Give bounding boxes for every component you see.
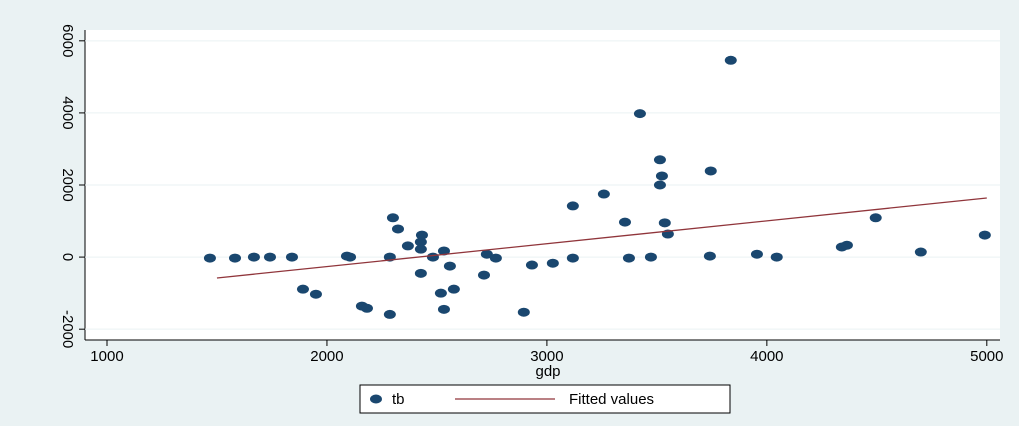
point bbox=[296, 284, 309, 294]
point bbox=[633, 109, 646, 119]
point bbox=[622, 253, 635, 263]
point bbox=[285, 252, 298, 262]
point bbox=[703, 251, 716, 261]
point bbox=[263, 252, 276, 262]
point bbox=[426, 252, 439, 262]
y-tick-label: 0 bbox=[59, 253, 76, 261]
legend-label: tb bbox=[392, 391, 405, 408]
point bbox=[437, 246, 450, 256]
point bbox=[203, 253, 216, 263]
point bbox=[414, 237, 427, 247]
x-tick-label: 4000 bbox=[750, 348, 783, 365]
point bbox=[414, 244, 427, 254]
legend-marker bbox=[370, 394, 382, 404]
point bbox=[770, 252, 783, 262]
point bbox=[480, 249, 493, 259]
point bbox=[434, 288, 447, 298]
point bbox=[655, 171, 668, 181]
point bbox=[653, 180, 666, 190]
point bbox=[360, 303, 373, 313]
point bbox=[415, 230, 428, 240]
point bbox=[386, 213, 399, 223]
point bbox=[247, 252, 260, 262]
point bbox=[644, 252, 657, 262]
point bbox=[869, 213, 882, 223]
point bbox=[383, 309, 396, 319]
point bbox=[724, 55, 737, 65]
point bbox=[401, 241, 414, 251]
fitted-line bbox=[216, 197, 987, 279]
point bbox=[489, 253, 502, 263]
point bbox=[447, 284, 460, 294]
point bbox=[978, 230, 991, 240]
point bbox=[414, 268, 427, 278]
point bbox=[597, 189, 610, 199]
point bbox=[566, 201, 579, 211]
point bbox=[309, 289, 322, 299]
point bbox=[914, 247, 927, 257]
y-tick-label: -2000 bbox=[59, 310, 76, 348]
point bbox=[618, 217, 631, 227]
point bbox=[525, 260, 538, 270]
point bbox=[546, 258, 559, 268]
y-tick-label: 4000 bbox=[59, 96, 76, 129]
point bbox=[229, 253, 242, 263]
x-tick-label: 3000 bbox=[530, 348, 563, 365]
x-tick-label: 1000 bbox=[90, 348, 123, 365]
point bbox=[658, 218, 671, 228]
legend-label: Fitted values bbox=[569, 391, 654, 408]
x-tick-label: 5000 bbox=[970, 348, 1003, 365]
point bbox=[566, 253, 579, 263]
point bbox=[344, 252, 357, 262]
point bbox=[840, 240, 853, 250]
point bbox=[437, 304, 450, 314]
point bbox=[750, 249, 763, 259]
x-tick-label: 2000 bbox=[310, 348, 343, 365]
point bbox=[653, 155, 666, 165]
point bbox=[443, 261, 456, 271]
point bbox=[391, 224, 404, 234]
point bbox=[477, 270, 490, 280]
y-tick-label: 6000 bbox=[59, 24, 76, 57]
y-tick-label: 2000 bbox=[59, 168, 76, 201]
point bbox=[517, 307, 530, 317]
x-axis-title: gdp bbox=[535, 363, 560, 380]
point bbox=[704, 166, 717, 176]
